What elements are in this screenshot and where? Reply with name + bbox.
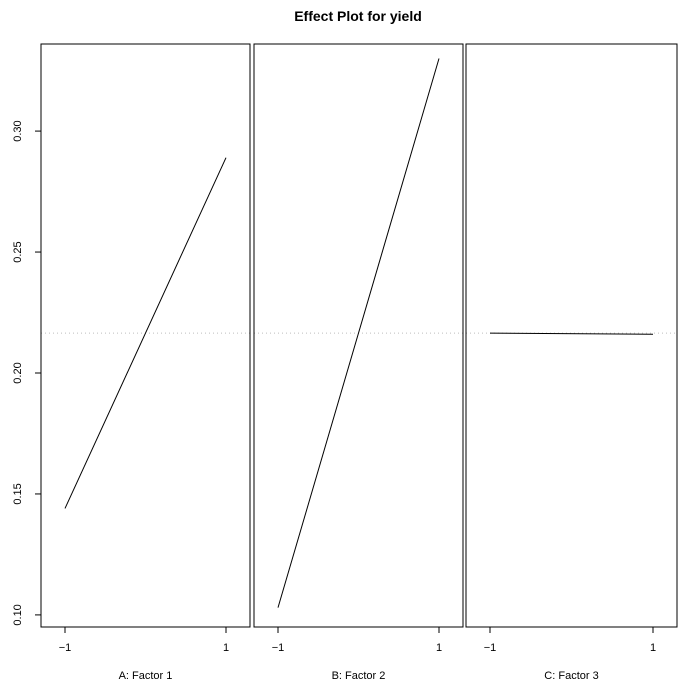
y-tick-label: 0.30 xyxy=(12,120,24,141)
y-tick-label: 0.15 xyxy=(12,483,24,504)
x-axis-title: B: Factor 2 xyxy=(332,670,386,682)
effect-line xyxy=(489,332,654,335)
effect-panel: −1 1 C: Factor 3 xyxy=(465,43,678,682)
effect-line xyxy=(277,58,440,608)
panel-frame xyxy=(253,43,464,628)
y-tick-label: 0.20 xyxy=(12,362,24,383)
chart-title: Effect Plot for yield xyxy=(294,8,422,24)
effect-panels: −1 1 A: Factor 1 −1 1 B: Factor 2 −1 1 C: Factor… xyxy=(40,43,678,682)
x-axis-title: C: Factor 3 xyxy=(544,670,598,682)
x-tick-label: 1 xyxy=(223,642,229,654)
x-tick-label: 1 xyxy=(650,642,656,654)
panel-frame xyxy=(465,43,678,628)
effect-panel: −1 1 A: Factor 1 xyxy=(40,43,251,682)
x-tick-label: −1 xyxy=(484,642,497,654)
y-axis: 0.10 0.15 0.20 0.25 0.30 xyxy=(12,120,41,626)
y-tick-label: 0.10 xyxy=(12,604,24,625)
x-tick-label: −1 xyxy=(59,642,72,654)
x-tick-label: 1 xyxy=(436,642,442,654)
panel-frame xyxy=(40,43,251,628)
y-tick-label: 0.25 xyxy=(12,241,24,262)
effect-line xyxy=(64,157,227,509)
effect-panel: −1 1 B: Factor 2 xyxy=(253,43,464,682)
x-tick-label: −1 xyxy=(272,642,285,654)
x-axis-title: A: Factor 1 xyxy=(119,670,173,682)
